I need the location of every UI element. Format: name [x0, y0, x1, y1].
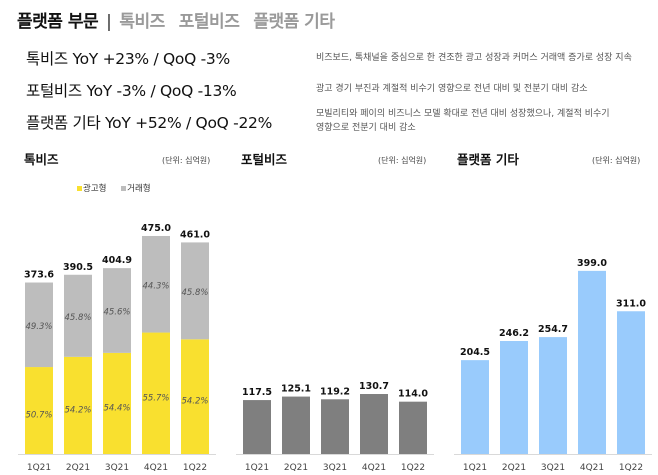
legend: 광고형 거래형: [77, 182, 151, 194]
x-tick-label: 1Q22: [619, 463, 643, 473]
bar-ad: [103, 352, 131, 454]
bar-ad: [64, 356, 92, 454]
summary-platform-etc: 플랫폼 기타 YoY +52% / QoQ -22%: [26, 114, 273, 132]
share-label-commerce: 45.8%: [64, 313, 91, 323]
unit-portalbiz: (단위: 십억원): [378, 156, 427, 165]
bar: [321, 399, 349, 454]
share-label-commerce: 44.3%: [142, 281, 169, 291]
x-tick-label: 2Q21: [502, 463, 526, 473]
value-label: 119.2: [320, 386, 350, 397]
value-label: 204.5: [460, 347, 490, 358]
legend-swatch-commerce: [121, 186, 127, 191]
share-label-commerce: 45.6%: [103, 308, 130, 318]
tab-portalbiz: 포털비즈: [178, 12, 240, 32]
separator: |: [106, 12, 112, 32]
desc-talkbiz: 비즈보드, 톡채널을 중심으로 한 견조한 광고 성장과 커머스 거래액 증가로…: [316, 53, 632, 63]
desc-platform-etc-line2: 영향으로 전분기 대비 감소: [316, 123, 416, 133]
bar: [243, 400, 271, 454]
unit-talkbiz: (단위: 십억원): [162, 156, 211, 165]
desc-portalbiz: 광고 경기 부진과 계절적 비수기 영향으로 전년 대비 및 전분기 대비 감소: [316, 84, 588, 94]
x-tick-label: 1Q22: [401, 463, 425, 473]
chart-title-talkbiz: 톡비즈: [24, 152, 59, 167]
value-label: 130.7: [359, 381, 389, 392]
value-label: 311.0: [616, 298, 646, 309]
bar: [500, 340, 528, 454]
x-tick-label: 1Q21: [463, 463, 487, 473]
bar: [360, 394, 388, 454]
legend-ad: 광고형: [83, 184, 107, 194]
value-label: 114.0: [398, 389, 428, 400]
value-label: 254.7: [538, 324, 568, 335]
share-label-commerce: 49.3%: [25, 322, 52, 332]
summary-talkbiz: 톡비즈 YoY +23% / QoQ -3%: [26, 50, 230, 68]
total-label: 373.6: [24, 270, 54, 281]
bar-ad: [25, 367, 53, 454]
value-label: 125.1: [281, 384, 311, 395]
share-label-ad: 54.2%: [64, 405, 91, 415]
x-tick-label: 2Q21: [66, 463, 90, 473]
bar: [539, 337, 567, 454]
bar: [282, 396, 310, 454]
legend-swatch-ad: [77, 186, 82, 191]
total-label: 404.9: [102, 255, 132, 266]
x-tick-label: 3Q21: [323, 463, 347, 473]
legend-commerce: 거래형: [127, 184, 151, 194]
bar-commerce: [142, 235, 170, 333]
bar-commerce: [64, 274, 92, 357]
x-tick-label: 3Q21: [105, 463, 129, 473]
chart-title-portalbiz: 포털비즈: [241, 152, 288, 167]
share-label-ad: 50.7%: [25, 411, 52, 421]
x-tick-label: 3Q21: [541, 463, 565, 473]
share-label-commerce: 45.8%: [181, 288, 208, 298]
x-tick-label: 4Q21: [144, 463, 168, 473]
bar-ad: [181, 339, 209, 454]
tab-talkbiz: 톡비즈: [119, 12, 165, 32]
x-tick-label: 4Q21: [580, 463, 604, 473]
desc-platform-etc-line1: 모빌리티와 페이의 비즈니스 모델 확대로 전년 대비 성장했으나, 계절적 비…: [316, 109, 610, 119]
value-label: 399.0: [577, 258, 607, 269]
section-title: 플랫폼 부문: [17, 12, 99, 32]
tab-platform-etc: 플랫폼 기타: [253, 12, 335, 32]
bar-commerce: [25, 282, 53, 368]
x-tick-label: 4Q21: [362, 463, 386, 473]
total-label: 461.0: [180, 229, 210, 240]
summary-portalbiz: 포털비즈 YoY -3% / QoQ -13%: [26, 82, 237, 100]
bar-commerce: [181, 242, 209, 340]
bar: [617, 311, 645, 454]
share-label-ad: 54.2%: [181, 397, 208, 407]
bar-ad: [142, 332, 170, 454]
x-tick-label: 1Q22: [183, 463, 207, 473]
unit-platform-etc: (단위: 십억원): [592, 156, 641, 165]
bar: [578, 270, 606, 454]
bar: [399, 401, 427, 454]
value-label: 117.5: [242, 387, 272, 398]
x-tick-label: 1Q21: [27, 463, 51, 473]
x-tick-label: 2Q21: [284, 463, 308, 473]
chart-title-platform-etc: 플랫폼 기타: [457, 152, 519, 167]
total-label: 475.0: [141, 223, 171, 234]
bar-commerce: [103, 268, 131, 353]
x-tick-label: 1Q21: [245, 463, 269, 473]
total-label: 390.5: [63, 262, 93, 273]
value-label: 246.2: [499, 328, 529, 339]
header: 플랫폼 부문 | 톡비즈 포털비즈 플랫폼 기타: [17, 7, 348, 32]
share-label-ad: 55.7%: [142, 393, 169, 403]
bar: [461, 360, 489, 454]
share-label-ad: 54.4%: [103, 403, 130, 413]
